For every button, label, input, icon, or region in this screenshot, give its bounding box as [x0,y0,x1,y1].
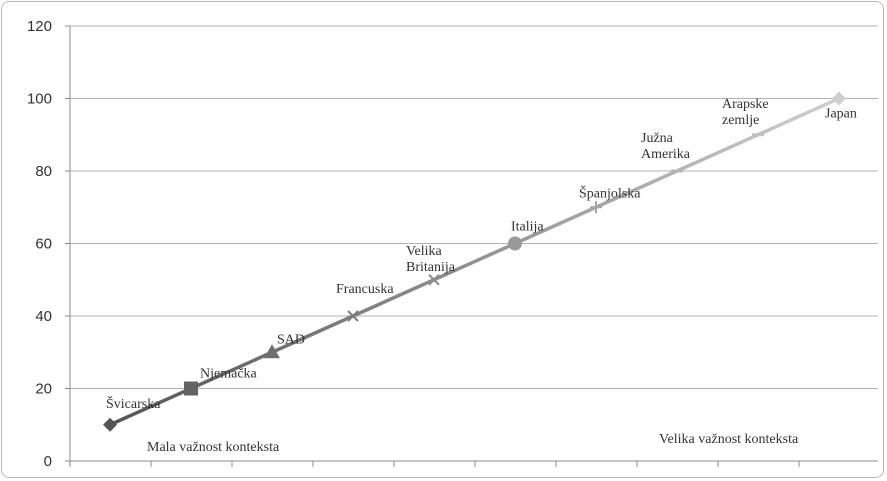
data-point-marker [264,344,280,359]
point-label: Japan [825,107,857,122]
y-tick-label: 100 [27,91,52,108]
axes [65,25,878,467]
point-label: Italija [511,220,544,235]
grid-lines [70,25,878,389]
y-tick-label: 40 [35,308,52,325]
y-tick-labels: 0 20 40 60 80 100 120 [27,18,52,470]
series-markers [103,91,846,432]
point-label: SAD [277,332,305,347]
data-point-marker [347,310,359,322]
y-tick-label: 20 [35,381,52,398]
point-label: Južna Amerika [641,131,691,162]
data-point-marker [590,201,602,214]
data-point-marker [428,274,440,286]
y-tick-label: 0 [44,453,52,470]
point-label: Velika Britanija [406,244,456,275]
series-line [108,96,841,427]
annotations: Mala važnost konteksta Velika važnost kon… [147,432,799,455]
y-tick-label: 80 [35,163,52,180]
data-point-marker [832,91,846,106]
y-tick-label: 120 [27,18,52,35]
data-point-marker [508,236,522,251]
data-point-marker [103,417,117,432]
point-label: Španjolska [579,184,641,201]
point-label: Arapske zemlje [722,97,769,128]
point-label: Njemačka [200,367,258,382]
point-label: Švicarska [106,395,161,412]
y-tick-label: 60 [35,236,52,253]
data-point-marker [184,381,198,396]
point-labels: Švicarska Njemačka SAD Francuska Velika Brita… [106,97,857,412]
annotation-high-context: Velika važnost konteksta [659,432,799,447]
point-label: Francuska [336,282,394,297]
annotation-low-context: Mala važnost konteksta [147,440,280,455]
series-line-group [108,96,841,427]
